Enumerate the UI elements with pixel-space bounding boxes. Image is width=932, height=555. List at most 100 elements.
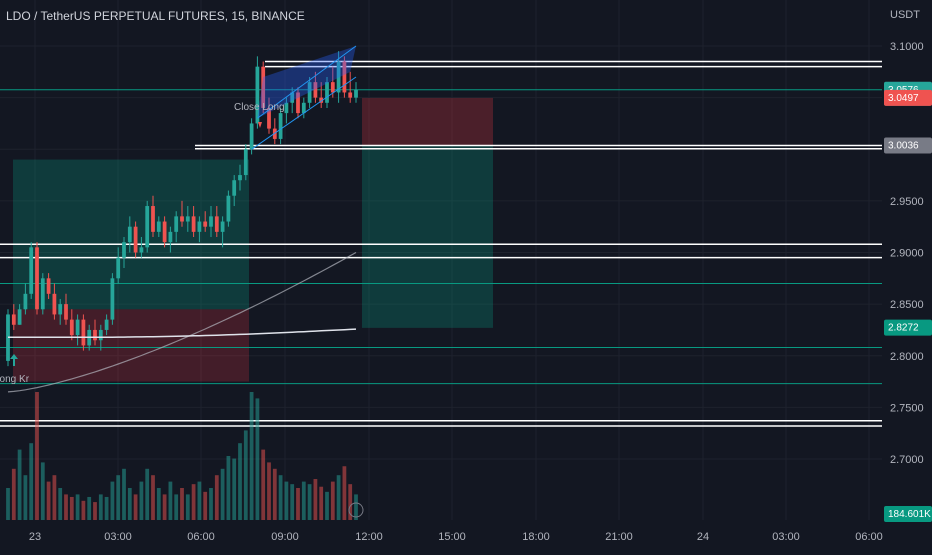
candle-body[interactable] [110, 278, 115, 320]
candle-body[interactable] [249, 123, 254, 150]
candle-body[interactable] [98, 329, 103, 341]
candle-body[interactable] [243, 149, 248, 176]
annotation-long-kr: Long Kr [0, 374, 30, 385]
y-axis-tick-label: 2.8500 [890, 299, 924, 311]
x-axis-tick-label: 21:00 [605, 531, 633, 543]
candle-body[interactable] [209, 216, 213, 227]
price-label-badge [884, 137, 932, 154]
candle-body[interactable] [284, 102, 289, 114]
volume-bar [162, 494, 167, 520]
candle-body[interactable] [261, 66, 266, 108]
candle-body[interactable] [156, 221, 161, 232]
candle-body[interactable] [81, 319, 86, 346]
volume-bar [249, 392, 254, 520]
candle-body[interactable] [116, 257, 121, 279]
volume-bar [284, 481, 289, 520]
candle-body[interactable] [139, 247, 144, 253]
candle-body[interactable] [197, 221, 202, 232]
candle-body[interactable] [40, 278, 45, 310]
candle-body[interactable] [336, 61, 341, 93]
volume-bar [232, 458, 237, 520]
candle-body[interactable] [145, 206, 150, 248]
volume-bar [110, 481, 115, 520]
lightning-icon[interactable] [348, 502, 364, 518]
volume-bar [116, 475, 121, 520]
candle-body[interactable] [104, 319, 109, 330]
candle-body[interactable] [342, 61, 347, 93]
short-position-profit-zone[interactable] [362, 145, 493, 328]
candle-body[interactable] [151, 206, 155, 232]
candle-body[interactable] [58, 304, 63, 315]
candle-body[interactable] [69, 319, 74, 336]
candle-body[interactable] [133, 226, 138, 253]
candle-body[interactable] [180, 216, 184, 222]
price-label-badge [884, 506, 932, 522]
candle-body[interactable] [354, 89, 358, 98]
x-axis-tick-label: 03:00 [104, 531, 132, 543]
candle-body[interactable] [185, 216, 190, 222]
y-axis-tick-label: 3.1000 [890, 41, 924, 53]
candle-body[interactable] [203, 221, 208, 227]
volume-bar [46, 481, 51, 520]
candle-body[interactable] [301, 102, 306, 114]
candle-body[interactable] [191, 216, 196, 232]
candle-body[interactable] [290, 92, 295, 103]
candle-body[interactable] [35, 247, 39, 310]
sell-arrow-icon [258, 122, 262, 128]
volume-bar [319, 486, 324, 520]
candle-body[interactable] [29, 247, 34, 294]
volume-bar [52, 475, 57, 520]
candle-body[interactable] [278, 113, 283, 139]
candle-body[interactable] [46, 278, 51, 294]
volume-bar [301, 481, 306, 520]
candle-body[interactable] [23, 293, 28, 310]
candle-body[interactable] [220, 221, 225, 232]
candle-body[interactable] [307, 82, 312, 103]
volume-bar [23, 475, 28, 520]
long-position-risk-zone[interactable] [13, 309, 249, 382]
candle-body[interactable] [296, 92, 300, 114]
candle-body[interactable] [17, 309, 22, 325]
candle-body[interactable] [330, 82, 335, 93]
volume-bar [69, 496, 74, 520]
candle-body[interactable] [127, 226, 132, 243]
volume-bar [139, 481, 144, 520]
candle-body[interactable] [348, 92, 353, 98]
x-axis-tick-label: 06:00 [855, 531, 883, 543]
candle-body[interactable] [75, 319, 80, 336]
candle-body[interactable] [174, 216, 179, 232]
candle-body[interactable] [11, 314, 16, 325]
candle-body[interactable] [214, 216, 219, 232]
candle-body[interactable] [325, 82, 329, 103]
candle-body[interactable] [52, 293, 57, 315]
volume-bar [336, 475, 341, 520]
price-label-badge [884, 89, 932, 106]
x-axis-tick-label: 24 [697, 531, 709, 543]
volume-bar [40, 462, 45, 520]
candle-body[interactable] [255, 66, 260, 124]
short-position-risk-zone[interactable] [362, 97, 493, 146]
candle-body[interactable] [168, 231, 173, 243]
candle-body[interactable] [226, 195, 231, 222]
price-unit-label: USDT [890, 9, 920, 21]
candle-body[interactable] [64, 304, 68, 320]
candle-body[interactable] [313, 82, 318, 98]
candle-body[interactable] [267, 107, 271, 129]
moving-average-line [7, 251, 357, 393]
volume-bar [330, 481, 335, 520]
volume-bar [168, 481, 173, 520]
x-axis-tick-label: 23 [29, 531, 41, 543]
candle-body[interactable] [319, 97, 324, 103]
candle-body[interactable] [122, 242, 126, 258]
volume-bar [313, 479, 318, 520]
candle-body[interactable] [93, 329, 97, 341]
volume-bar [226, 456, 231, 520]
candle-body[interactable] [232, 180, 237, 196]
candle-body[interactable] [238, 175, 242, 181]
price-label-badge [884, 319, 932, 336]
volume-bar [75, 494, 80, 520]
price-label-text: 2.8272 [888, 323, 919, 334]
x-axis-tick-label: 12:00 [355, 531, 383, 543]
candle-body[interactable] [162, 221, 167, 243]
